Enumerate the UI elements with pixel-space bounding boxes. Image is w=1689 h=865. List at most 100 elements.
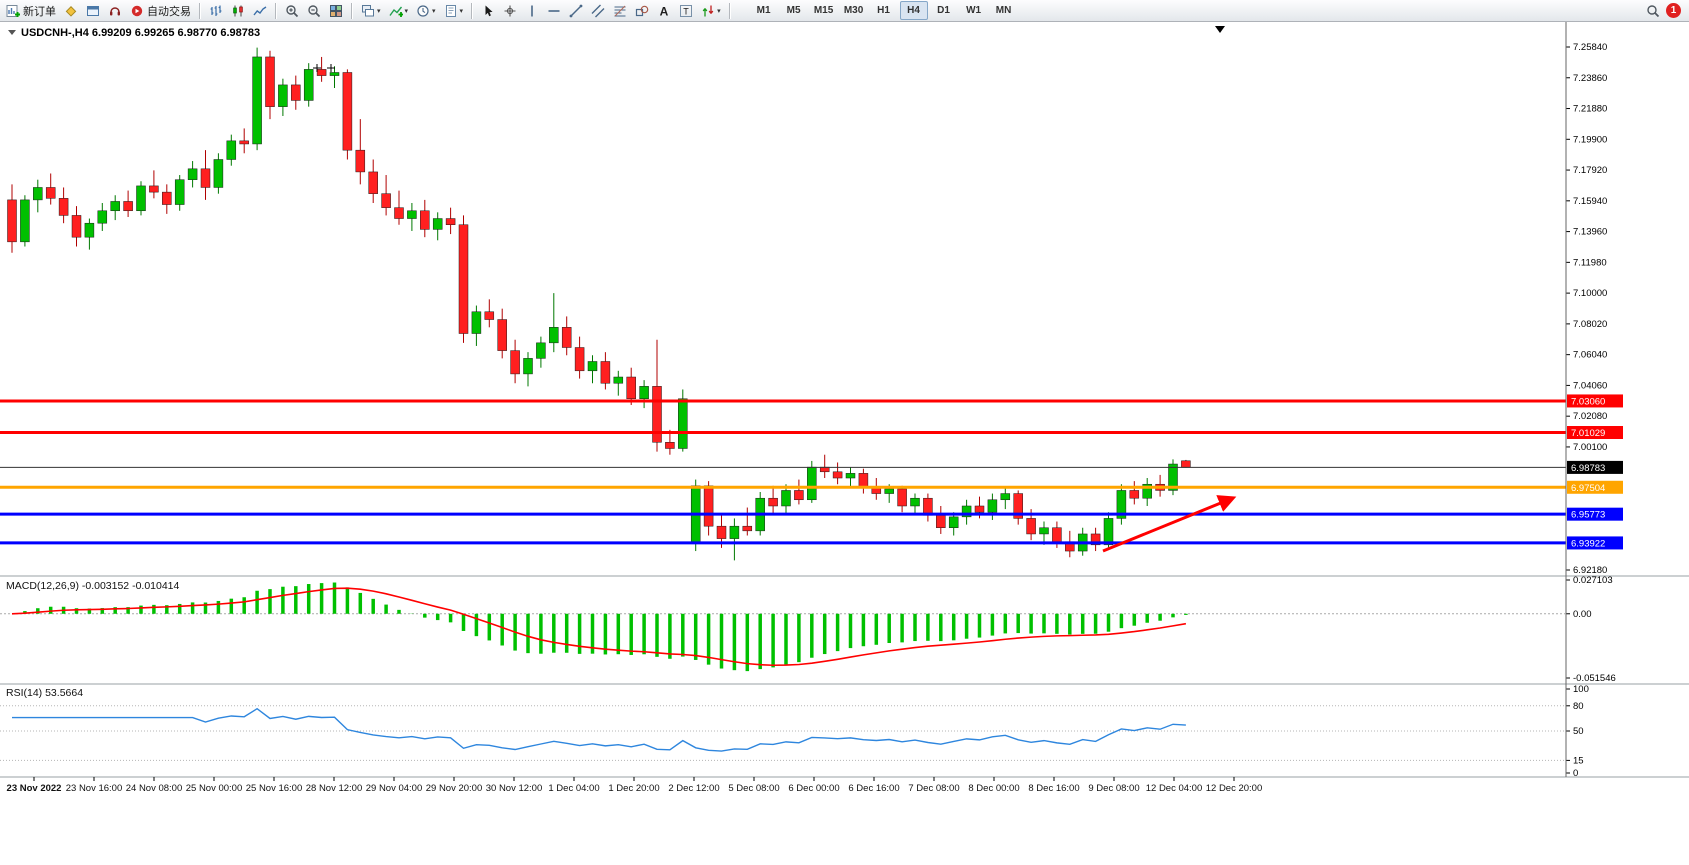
toolbar: 新订单 自动交易 ▾ ▾ ▾ ▾ A T ▾ M1 M5 M15 M30 H1 H4 D1 W1 MN 1 [0,0,1689,22]
svg-text:0.027103: 0.027103 [1573,575,1613,586]
svg-text:7.10000: 7.10000 [1573,288,1607,299]
timeframe-d1[interactable]: D1 [937,5,950,16]
plus-marker[interactable] [313,64,321,72]
tile-windows-icon [329,4,343,18]
vertical-line-button[interactable] [522,0,542,21]
svg-text:6.93922: 6.93922 [1571,538,1605,549]
line-chart-button[interactable] [250,0,270,21]
svg-text:29 Nov 20:00: 29 Nov 20:00 [426,783,483,794]
svg-text:7.21880: 7.21880 [1573,104,1607,115]
bar-chart-button[interactable] [206,0,226,21]
chart-window-icon [86,4,100,18]
listen-market-button[interactable] [105,0,125,21]
svg-text:12 Dec 20:00: 12 Dec 20:00 [1206,783,1263,794]
svg-text:24 Nov 08:00: 24 Nov 08:00 [126,783,183,794]
svg-text:7.02080: 7.02080 [1573,411,1607,422]
trendline-icon [569,4,583,18]
svg-text:6.92180: 6.92180 [1573,565,1607,576]
timeframe-w1[interactable]: W1 [966,5,982,16]
candlestick-chart-button[interactable] [228,0,248,21]
horizontal-line-button[interactable] [544,0,564,21]
bar-chart-icon [209,4,223,18]
svg-text:9 Dec 08:00: 9 Dec 08:00 [1088,783,1139,794]
timeframe-h1[interactable]: H1 [877,5,890,16]
templates-caret-icon[interactable]: ▾ [459,7,464,15]
svg-text:0.00: 0.00 [1573,609,1592,620]
tile-windows-button[interactable] [326,0,346,21]
timeframe-m1[interactable]: M1 [756,5,771,16]
toolbar-separator [728,2,731,19]
autotrading-icon [130,4,144,18]
listen-market-icon [108,4,122,18]
timeframe-m15[interactable]: M15 [813,5,834,16]
arrange-charts-caret-icon[interactable]: ▾ [377,7,381,15]
trendline-button[interactable] [566,0,586,21]
time-axis[interactable]: 23 Nov 2022 23 Nov 16:00 24 Nov 08:00 25 No… [7,777,1263,794]
timeframe-h4[interactable]: H4 [899,1,928,20]
new-order-label: 新订单 [23,5,56,18]
indicators-caret-icon[interactable]: ▾ [404,7,409,15]
cursor-button[interactable] [478,0,498,21]
rsi-header: RSI(14) 53.5664 [6,687,83,699]
arrow-objects-icon [701,4,715,18]
chart-window-button[interactable] [83,0,103,21]
toolbar-separator [199,2,201,19]
text-label-icon: T [679,4,693,18]
zoom-out-button[interactable] [304,0,324,21]
arrange-charts-button[interactable]: ▾ [358,0,384,21]
autotrading-button[interactable]: 自动交易 [127,0,194,21]
svg-text:T: T [683,6,689,16]
arrow-objects-caret-icon[interactable]: ▾ [717,7,721,15]
equidistant-channel-button[interactable] [588,0,608,21]
symbol-dropdown-icon[interactable] [8,30,16,35]
crosshair-button[interactable] [500,0,520,21]
svg-text:7.06040: 7.06040 [1573,350,1607,361]
periods-caret-icon[interactable]: ▾ [432,7,436,15]
usdcnh-h4-chart[interactable]: 7.25840 7.23860 7.21880 7.19900 7.17920 7.159… [0,22,1689,860]
price-label-7.01029: 7.01029 [1567,426,1623,440]
new-order-button[interactable]: 新订单 [3,0,59,21]
shapes-button[interactable] [632,0,652,21]
search-button[interactable] [1643,0,1663,21]
svg-text:25 Nov 16:00: 25 Nov 16:00 [246,783,303,794]
periods-button[interactable]: ▾ [413,0,439,21]
price-label-6.95773: 6.95773 [1567,507,1623,521]
price-axis[interactable]: 7.25840 7.23860 7.21880 7.19900 7.17920 7.159… [1566,42,1616,779]
timeframe-m30[interactable]: M30 [843,5,864,16]
templates-button[interactable]: ▾ [441,0,467,21]
award-button[interactable] [61,0,81,21]
price-label-6.98783: 6.98783 [1567,460,1623,474]
zoom-in-button[interactable] [282,0,302,21]
svg-text:7.03060: 7.03060 [1571,396,1605,407]
shapes-icon [635,4,649,18]
arrow-objects-button[interactable]: ▾ [698,0,724,21]
svg-text:7.25840: 7.25840 [1573,42,1607,53]
plus-marker[interactable] [327,64,335,72]
svg-text:5 Dec 08:00: 5 Dec 08:00 [728,783,779,794]
svg-text:50: 50 [1573,726,1584,737]
svg-text:7.23860: 7.23860 [1573,73,1607,84]
text-label-button[interactable]: T [676,0,696,21]
timeframe-mn[interactable]: MN [995,5,1012,16]
award-icon [64,4,78,18]
chart-background [0,22,1689,860]
search-icon [1646,4,1660,18]
svg-text:7.13960: 7.13960 [1573,227,1607,238]
chart-header: USDCNH-,H4 6.99209 6.99265 6.98770 6.987… [21,27,260,39]
svg-text:A: A [660,4,669,18]
svg-text:23 Nov 16:00: 23 Nov 16:00 [66,783,123,794]
trend-arrow[interactable] [1102,495,1237,553]
macd-signal-line [11,587,1187,667]
text-button[interactable]: A [654,0,674,21]
svg-text:6.98783: 6.98783 [1571,463,1605,474]
text-icon: A [657,4,671,18]
svg-text:7.19900: 7.19900 [1573,134,1607,145]
timeframe-m5[interactable]: M5 [786,5,801,16]
svg-text:2 Dec 12:00: 2 Dec 12:00 [668,783,719,794]
chart-shift-marker-icon[interactable] [1215,26,1225,33]
indicators-button[interactable]: ▾ [386,0,412,21]
fibonacci-button[interactable] [610,0,630,21]
notification-badge[interactable]: 1 [1666,3,1681,18]
chart-workspace[interactable]: 7.25840 7.23860 7.21880 7.19900 7.17920 7.159… [0,22,1689,860]
